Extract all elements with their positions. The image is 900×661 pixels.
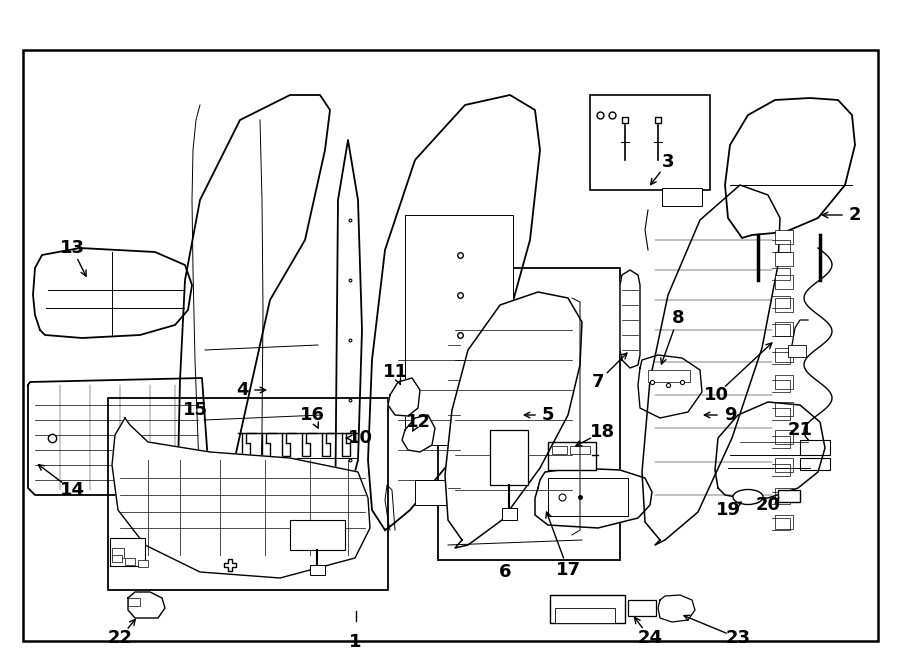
Polygon shape: [642, 185, 780, 545]
Text: 1: 1: [349, 633, 361, 651]
Bar: [775, 252, 793, 266]
Polygon shape: [178, 95, 330, 530]
Text: 4: 4: [236, 381, 248, 399]
Bar: [128, 598, 140, 606]
Text: 14: 14: [59, 481, 85, 499]
Bar: [775, 488, 793, 502]
Text: 15: 15: [183, 401, 208, 419]
Bar: [548, 478, 628, 516]
Polygon shape: [112, 418, 370, 578]
Polygon shape: [638, 355, 702, 418]
Bar: [775, 458, 793, 472]
Text: 13: 13: [59, 239, 85, 257]
Bar: [112, 548, 124, 558]
Text: 20: 20: [755, 496, 780, 514]
Text: 8: 8: [671, 309, 684, 327]
Bar: [648, 370, 690, 382]
Text: 7: 7: [592, 373, 604, 391]
Bar: [775, 298, 793, 312]
Bar: [555, 608, 615, 623]
Bar: [310, 565, 325, 575]
Bar: [628, 600, 656, 616]
Text: 10: 10: [347, 429, 373, 447]
Bar: [570, 446, 590, 454]
Bar: [788, 345, 806, 357]
Text: 24: 24: [637, 629, 662, 647]
Bar: [775, 515, 793, 529]
Text: 23: 23: [725, 629, 751, 647]
Polygon shape: [33, 248, 192, 338]
Polygon shape: [128, 592, 165, 618]
Bar: [775, 275, 793, 289]
Bar: [290, 520, 345, 550]
Bar: [775, 430, 793, 444]
Bar: [775, 375, 793, 389]
Polygon shape: [335, 140, 362, 530]
Polygon shape: [715, 402, 825, 498]
Text: 9: 9: [724, 406, 736, 424]
Text: 21: 21: [788, 421, 813, 439]
Bar: [490, 430, 528, 485]
Polygon shape: [402, 415, 435, 452]
Bar: [138, 560, 148, 567]
Bar: [550, 595, 625, 623]
Polygon shape: [535, 468, 652, 528]
Text: 16: 16: [300, 406, 325, 424]
Bar: [800, 458, 830, 470]
Text: 18: 18: [590, 423, 615, 441]
Bar: [502, 508, 517, 520]
Text: 2: 2: [849, 206, 861, 224]
Bar: [112, 555, 122, 562]
Polygon shape: [388, 378, 420, 416]
Text: 10: 10: [704, 386, 728, 404]
Bar: [110, 538, 145, 566]
Bar: [775, 348, 793, 362]
Bar: [405, 215, 513, 445]
Polygon shape: [620, 270, 640, 368]
Polygon shape: [368, 95, 540, 530]
Text: 6: 6: [499, 563, 511, 581]
Text: 11: 11: [382, 363, 408, 381]
Polygon shape: [658, 595, 695, 622]
Bar: [662, 188, 702, 206]
Polygon shape: [445, 292, 582, 548]
Polygon shape: [28, 378, 208, 495]
Polygon shape: [725, 98, 855, 238]
Bar: [125, 558, 135, 565]
Text: 12: 12: [406, 413, 430, 431]
Bar: [590, 95, 710, 190]
Ellipse shape: [733, 490, 763, 504]
Text: 17: 17: [555, 561, 580, 579]
Bar: [775, 322, 793, 336]
Bar: [415, 480, 505, 505]
Bar: [438, 268, 620, 560]
Bar: [775, 402, 793, 416]
Bar: [800, 440, 830, 455]
Text: 5: 5: [542, 406, 554, 424]
Text: 19: 19: [716, 501, 741, 519]
Bar: [775, 230, 793, 244]
Bar: [22, 50, 878, 641]
Text: 3: 3: [662, 153, 674, 171]
Bar: [548, 442, 596, 470]
Bar: [552, 446, 567, 454]
Bar: [108, 398, 388, 590]
Bar: [778, 490, 800, 502]
Text: 22: 22: [107, 629, 132, 647]
